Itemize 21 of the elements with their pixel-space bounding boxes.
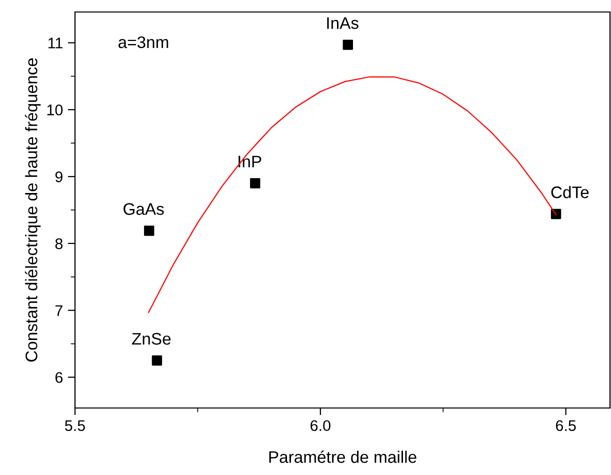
y-tick-label: 10: [47, 104, 63, 116]
point: [342, 40, 353, 50]
y-tick-label: 9: [55, 171, 62, 182]
y-tick-label: 8: [55, 238, 63, 250]
x-tick-label: 6.0: [310, 420, 330, 432]
annotation: GaAs: [124, 203, 164, 215]
y-tick-label: 6: [55, 372, 63, 383]
y-tick-label: 11: [48, 38, 62, 48]
annotation: CdTe: [551, 186, 589, 198]
annotation: ZnSe: [132, 332, 171, 345]
point: [550, 208, 562, 220]
annotation: a=3nm: [118, 36, 168, 48]
x-axis-title: Paramétre de maille: [269, 450, 416, 463]
x-tick-label: 5.5: [64, 420, 85, 432]
point: [250, 178, 260, 188]
x-tick-label: 6.5: [556, 420, 576, 432]
annotation: InAs: [327, 17, 358, 29]
y-tick-label: 7: [55, 305, 62, 316]
point: [144, 226, 154, 236]
y-axis-title: Constant diélectrique de haute fréquence: [24, 58, 41, 362]
point: [152, 355, 162, 366]
